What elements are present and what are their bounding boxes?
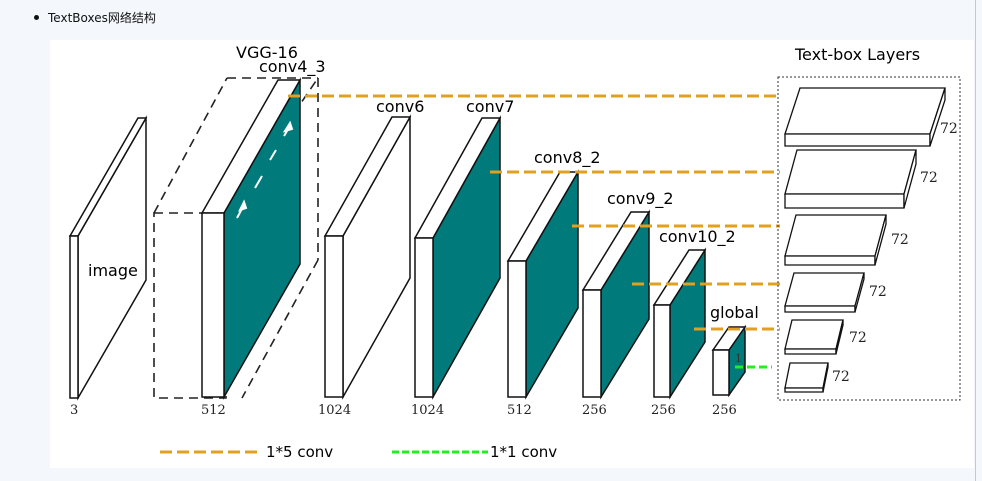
- textbox-layers-frame: [777, 76, 961, 401]
- conv8-2-block: [506, 169, 580, 400]
- image-label: image: [88, 261, 138, 280]
- legend-conv11-label: 1*1 conv: [490, 443, 557, 461]
- textbox-count-2: 72: [920, 170, 938, 186]
- conv10-2-count: 256: [651, 403, 676, 418]
- conv8-2-label: conv8_2: [534, 148, 601, 168]
- global-block: [711, 324, 747, 398]
- textbox-count-4: 72: [869, 284, 887, 300]
- textbox-count-1: 72: [940, 121, 958, 137]
- global-count: 256: [712, 403, 737, 418]
- textbox-slabs: [784, 87, 946, 393]
- conv8-2-count: 512: [507, 403, 532, 418]
- conv7-label: conv7: [466, 97, 514, 116]
- conv15-connectors: [288, 94, 780, 331]
- global-inner-label: 1: [735, 352, 742, 365]
- conv10-2-block: [652, 247, 707, 400]
- network-figure: VGG-16 conv4_3 image conv6 conv7 conv8_2…: [50, 40, 974, 468]
- conv6-count: 1024: [318, 403, 351, 418]
- architecture-diagram: VGG-16 conv4_3 image conv6 conv7 conv8_2…: [68, 43, 961, 461]
- textbox-slab-3: [784, 214, 887, 266]
- textbox-count-3: 72: [891, 232, 909, 248]
- conv9-2-block: [581, 209, 651, 400]
- image-count: 3: [70, 403, 78, 418]
- conv9-2-label: conv9_2: [607, 189, 674, 209]
- global-label: global: [710, 303, 759, 322]
- textbox-slab-6: [784, 362, 829, 393]
- textbox-layers-title: Text-box Layers: [794, 45, 920, 64]
- legend: 1*5 conv 1*1 conv: [160, 443, 557, 461]
- conv4-3-block: [200, 77, 302, 400]
- page-frame-border: [975, 0, 976, 481]
- textbox-slab-1: [784, 87, 946, 147]
- conv6-block: [323, 114, 412, 400]
- image-block: [68, 115, 148, 401]
- bullet-text: TextBoxes网络结构: [48, 11, 156, 25]
- textbox-count-6: 72: [832, 369, 850, 385]
- textbox-slab-2: [784, 149, 917, 209]
- textbox-slab-4: [784, 272, 865, 313]
- conv6-label: conv6: [376, 97, 424, 116]
- conv10-2-label: conv10_2: [659, 227, 736, 247]
- bullet-dot: [34, 15, 39, 20]
- conv4-3-label: conv4_3: [259, 57, 326, 77]
- textbox-slab-5: [784, 319, 844, 355]
- textbox-count-5: 72: [849, 330, 867, 346]
- conv7-block: [413, 115, 502, 400]
- vgg16-label: VGG-16: [236, 43, 298, 62]
- conv9-2-count: 256: [582, 403, 607, 418]
- legend-conv15-label: 1*5 conv: [266, 443, 333, 461]
- conv7-count: 1024: [411, 403, 444, 418]
- conv4-3-inner-marks: [236, 120, 294, 219]
- bullet-item: TextBoxes网络结构: [34, 9, 156, 26]
- conv4-3-count: 512: [201, 403, 226, 418]
